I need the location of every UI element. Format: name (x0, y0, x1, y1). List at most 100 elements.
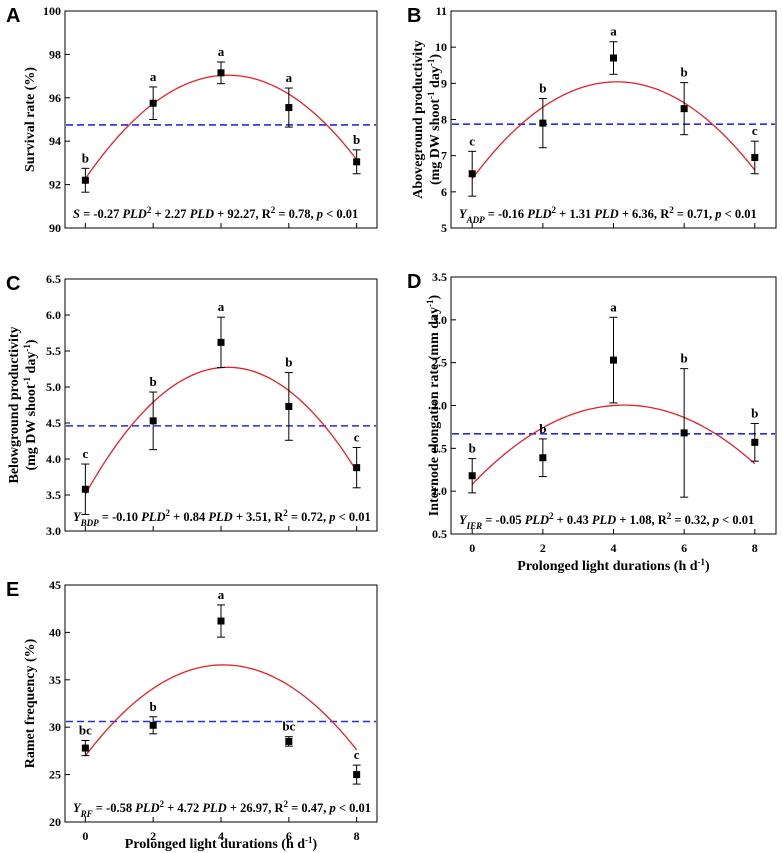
eq-response: Y (73, 801, 82, 815)
x-axis-label-close: ) (313, 837, 318, 852)
eq-r: R (658, 513, 668, 527)
panel-label: A (6, 5, 20, 27)
significance-letter: b (539, 421, 546, 436)
x-axis-label-close: ) (705, 559, 710, 574)
eq-pld: PLD (135, 801, 159, 815)
eq-pld: PLD (527, 207, 551, 221)
x-axis-label: Prolonged light durations (h d-1) (517, 557, 710, 574)
y-tick-label: 11 (436, 4, 447, 18)
significance-letter: bc (79, 722, 92, 737)
y-tick-label: 30 (49, 720, 61, 734)
significance-letter: c (82, 446, 88, 461)
eq-r-square: 2 (669, 205, 674, 215)
regression-equation: YIER = -0.05 PLD2 + 0.43 PLD + 1.08, R2 … (459, 511, 754, 531)
eq-r2-value: = 0.71, (674, 207, 716, 221)
x-tick-label: 8 (354, 829, 360, 843)
y-axis-label-unit: (mg DW shoot (428, 99, 443, 185)
regression-equation: S = -0.27 PLD2 + 2.27 PLD + 92.27, R2 = … (73, 205, 358, 221)
y-tick-label: 25 (49, 768, 61, 782)
significance-letter: a (610, 299, 617, 314)
x-axis-label-sup: -1 (305, 835, 313, 845)
y-tick-label: 40 (49, 625, 61, 639)
panel-c: C 3.0 3.5 4.0 4.5 5.0 5.5 6.0 6.5 Belowground pro… (6, 272, 378, 538)
y-tick-label: 5 (441, 221, 447, 235)
eq-pld: PLD (190, 207, 214, 221)
x-tick-label: 6 (286, 829, 292, 843)
x-tick-label: 8 (752, 541, 758, 555)
significance-letter: c (469, 133, 475, 148)
data-point (353, 771, 361, 779)
eq-coef-linear: + 1.31 (556, 207, 594, 221)
y-axis-label-unit: day (428, 66, 443, 91)
eq-r: R (660, 207, 670, 221)
eq-response: Y (73, 510, 82, 524)
y-tick-label: 96 (49, 91, 61, 105)
data-point (353, 158, 361, 166)
y-tick-label: 6.5 (46, 272, 61, 286)
y-axis-label-close: ) (24, 339, 39, 344)
significance-letter: c (354, 747, 360, 762)
data-point (217, 338, 225, 346)
y-tick-label: 4.5 (46, 416, 61, 430)
significance-letter: a (218, 299, 225, 314)
eq-coef-quadratic: = -0.27 (80, 207, 123, 221)
eq-r: R (274, 510, 284, 524)
y-axis-label-unit: (mg DW shoot (24, 384, 39, 470)
significance-letter: b (539, 81, 546, 96)
data-point (81, 744, 89, 752)
eq-coef-linear: + 2.27 (151, 207, 189, 221)
eq-p-value: < 0.01 (323, 207, 358, 221)
x-axis-label-text: Prolonged light durations (h d (125, 837, 305, 852)
eq-r-square: 2 (283, 799, 288, 809)
eq-coef-quadratic: = -0.58 (93, 801, 136, 815)
x-tick-label: 4 (218, 829, 224, 843)
y-tick-label: 5.0 (46, 380, 61, 394)
significance-letter: b (82, 150, 89, 165)
significance-letter: bc (282, 719, 295, 734)
eq-response-subscript: BDP (80, 518, 100, 528)
fit-curve (84, 366, 358, 495)
eq-p-value: < 0.01 (721, 207, 756, 221)
eq-r: R (274, 801, 284, 815)
eq-p-value: < 0.01 (336, 801, 371, 815)
significance-letter: b (285, 355, 292, 370)
y-tick-label: 1.0 (432, 484, 447, 498)
y-tick-label: 35 (49, 673, 61, 687)
eq-response: S (73, 207, 80, 221)
fit-curve (471, 81, 756, 180)
y-tick-label: 0.5 (432, 527, 447, 541)
eq-p: p (712, 513, 719, 527)
eq-r2-value: = 0.47, (288, 801, 330, 815)
x-tick-label: 6 (681, 541, 687, 555)
eq-coef-linear: + 4.72 (164, 801, 202, 815)
y-tick-label: 10 (435, 40, 447, 54)
significance-letter: b (751, 405, 758, 420)
y-tick-label: 3.0 (46, 524, 61, 538)
eq-r-square: 2 (271, 205, 276, 215)
x-tick-label: 4 (611, 541, 617, 555)
significance-letter: b (681, 351, 688, 366)
fit-curve (84, 74, 358, 180)
panel-label: C (6, 273, 20, 295)
x-tick-label: 2 (540, 541, 546, 555)
y-tick-label: 98 (49, 47, 61, 61)
significance-letter: b (353, 132, 360, 147)
data-point (81, 485, 89, 493)
eq-p-value: < 0.01 (335, 510, 370, 524)
data-point (539, 119, 547, 127)
eq-pld: PLD (525, 513, 549, 527)
data-point (539, 454, 547, 462)
y-axis-label-unit: day (24, 352, 39, 377)
eq-p: p (328, 801, 335, 815)
eq-intercept: + 6.36, (619, 207, 661, 221)
x-axis-label-text: Prolonged light durations (h d (517, 559, 697, 574)
eq-pld: PLD (141, 510, 165, 524)
significance-letter: b (150, 374, 157, 389)
eq-square: 2 (147, 205, 152, 215)
eq-r2-value: = 0.32, (671, 513, 713, 527)
data-point (610, 356, 617, 364)
y-axis-label-text: Internode elongation rate (mm day (427, 307, 442, 516)
y-axis-label-line2: (mg DW shoot-1 day-1) (426, 54, 443, 185)
x-axis-label-sup: -1 (698, 557, 706, 567)
